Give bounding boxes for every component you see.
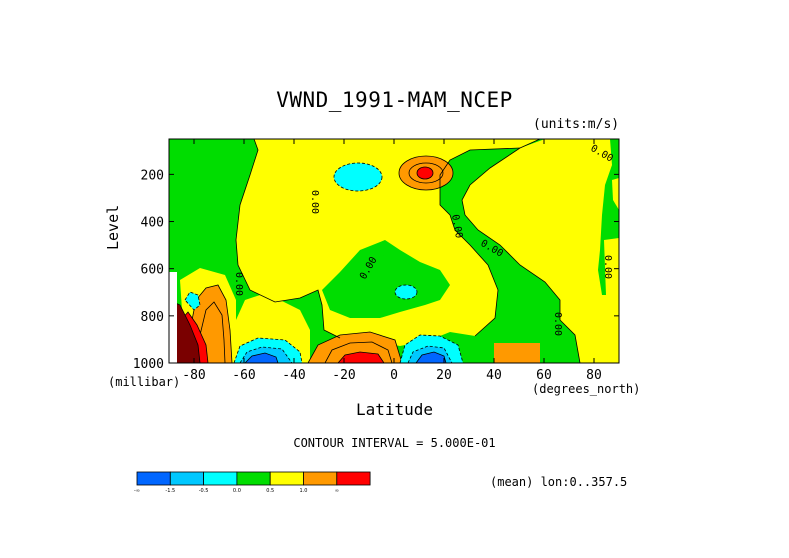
colorbar-swatch: [336, 471, 371, 486]
y-tick-label: 600: [141, 263, 164, 278]
colorbar: -∞ -1.5 -0.5 0.0 0.5 1.0 ∞: [134, 471, 371, 494]
region-yellow-right-top: [612, 178, 619, 210]
region-yellow-right: [462, 139, 619, 363]
x-axis: -80 -60 -40 -20 0 20 40 60 80: [182, 139, 602, 383]
colorbar-swatch: [136, 471, 171, 486]
x-tick-label: 0: [390, 368, 398, 383]
y-axis: 200 400 600 800 1000: [133, 168, 619, 372]
y-axis-units: (millibar): [108, 375, 181, 389]
x-tick-label: 60: [536, 368, 552, 383]
x-axis-label: Latitude: [355, 400, 434, 419]
x-tick-label: -80: [182, 368, 205, 383]
contour-label: 0.00: [449, 214, 464, 240]
colorbar-label: 1.0: [300, 488, 308, 494]
colorbar-swatch: [203, 471, 238, 486]
contour-label: 0.00: [552, 312, 563, 336]
contour-zero-1: [235, 139, 341, 339]
contour-upper-negative: [333, 162, 383, 192]
y-tick-label: 400: [141, 216, 164, 231]
contour-upper-inner: [408, 162, 444, 184]
y-tick-label: 200: [141, 168, 164, 183]
contour-surface-orange-inner: [324, 341, 393, 363]
contour-label: 0.00: [602, 255, 613, 279]
region-blue-surface-north: [415, 351, 447, 363]
x-tick-label: 20: [436, 368, 452, 383]
colorbar-swatch: [169, 471, 205, 486]
colorbar-label: ∞: [335, 488, 339, 494]
region-blue-surface-south: [244, 352, 279, 363]
x-tick-label: 40: [486, 368, 502, 383]
x-axis-units: (degrees_north): [532, 382, 641, 396]
colorbar-label: -∞: [134, 488, 140, 494]
colorbar-label: 0.0: [233, 488, 241, 494]
colorbar-swatch: [303, 471, 338, 486]
chart-title: VWND_1991-MAM_NCEP: [276, 88, 513, 112]
contour-interval-label: CONTOUR INTERVAL = 5.000E-01: [293, 436, 496, 450]
region-yellow-right-edge: [604, 238, 619, 300]
colorbar-label: -0.5: [199, 488, 209, 494]
x-tick-label: -40: [282, 368, 305, 383]
colorbar-swatch: [236, 471, 271, 486]
x-tick-label: -60: [232, 368, 255, 383]
contour-upper-orange: [398, 155, 454, 191]
contour-label: 0.00: [309, 190, 320, 214]
colorbar-label: -1.5: [165, 488, 175, 494]
x-tick-label: -20: [332, 368, 355, 383]
region-cyan-antarctic: [184, 291, 201, 311]
region-orange-surface-north: [494, 343, 540, 363]
plot-area: [169, 139, 619, 363]
contour-zero-2: [461, 139, 581, 363]
region-cyan-mid: [394, 284, 418, 300]
x-tick-label: 80: [586, 368, 602, 383]
y-tick-label: 1000: [133, 357, 164, 372]
colorbar-label: 0.5: [266, 488, 274, 494]
colorbar-swatch: [269, 471, 304, 486]
y-tick-label: 800: [141, 310, 164, 325]
region-red-upper: [416, 166, 434, 180]
contour-label: 0.00: [233, 272, 244, 296]
region-missing-antarctic: [169, 272, 177, 363]
mean-note: (mean) lon:0..357.5: [490, 475, 628, 489]
region-cyan-upper: [334, 163, 382, 191]
region-red-surface: [337, 351, 385, 363]
units-label: (units:m/s): [533, 117, 620, 132]
contour-zero-3: [439, 147, 521, 337]
